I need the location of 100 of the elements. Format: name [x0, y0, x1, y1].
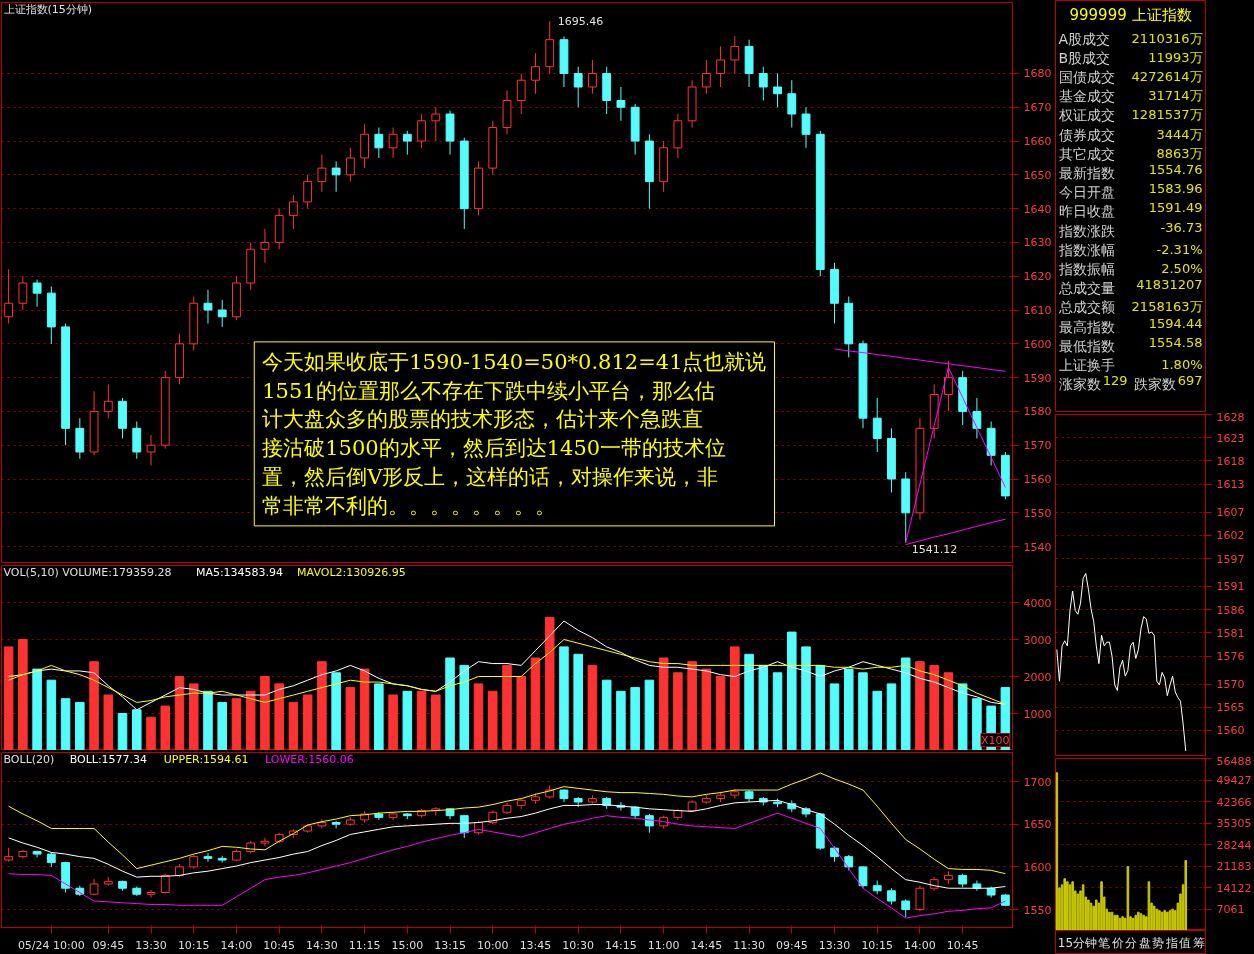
x-tick-label: 10:15: [177, 938, 210, 952]
chart-title: VOL(5,10) VOLUME:179359.28: [3, 565, 172, 579]
text: UPPER:1594.61: [163, 752, 249, 766]
text: 697: [1177, 373, 1203, 389]
text: 权证成交: [1057, 107, 1115, 124]
y-tick-label: 1618: [1216, 454, 1245, 468]
text: 11993万: [1148, 49, 1203, 65]
text: 3444万: [1156, 126, 1203, 142]
y-tick-label: 1670: [1023, 101, 1052, 115]
y-tick-label: 1623: [1216, 431, 1245, 445]
annotation: 今天如果收底于1590-1540=50*0.812=41点也就说1551的位置那么不存在下跌中续小平台，那么估计大盘众多的股票的技术形态，估计来个急跌直接沽破1500的水平，然后到达1450一带的技术位置，然后倒V形反上，这样的话，对操作来说，非常非常不利的。。。。。。。。: [262, 349, 767, 518]
y-tick-label: 21183: [1216, 860, 1252, 873]
text: 指数涨幅: [1057, 241, 1115, 258]
text: 1594.44: [1148, 315, 1203, 331]
x-tick-label: 10:30: [562, 938, 595, 952]
y-tick-label: 1600: [1023, 337, 1052, 351]
x-tick-label: 13:45: [519, 938, 552, 952]
y-tick-label: 1620: [1023, 270, 1052, 284]
y-tick-label: 1607: [1216, 506, 1245, 520]
text: BOLL:1577.34: [69, 752, 148, 766]
y-tick-label: 3000: [1023, 633, 1052, 647]
text: 1591.49: [1148, 200, 1203, 216]
y-tick-label: 35305: [1216, 817, 1252, 830]
text: 8863万: [1156, 145, 1203, 161]
text: 最低指数: [1058, 337, 1115, 354]
text: 昨日收盘: [1058, 203, 1115, 220]
y-tick-label: 42366: [1216, 795, 1252, 809]
text: 指数振幅: [1057, 260, 1115, 277]
text: 势: [1152, 935, 1165, 950]
text: 分: [1125, 935, 1138, 950]
y-tick-label: 1560: [1216, 724, 1245, 738]
y-tick-label: 1700: [1023, 775, 1052, 789]
y-tick-label: 1570: [1023, 439, 1052, 453]
y-tick-label: 1550: [1023, 903, 1052, 917]
y-tick-label: 1540: [1023, 540, 1052, 554]
text: 总成交额: [1057, 299, 1115, 316]
text: 129: [1102, 373, 1128, 389]
y-tick-label: 1600: [1023, 860, 1052, 874]
text: 1554.76: [1148, 161, 1203, 177]
text: 4272614万: [1131, 68, 1203, 84]
annotation: 1695.46: [557, 15, 604, 29]
text: 涨家数: [1058, 376, 1101, 393]
x-tick-label: 14:15: [605, 938, 637, 952]
text: 31714万: [1148, 88, 1203, 104]
text: 指数涨跌: [1057, 222, 1115, 239]
y-tick-label: 1650: [1023, 818, 1052, 832]
y-tick-label: 1580: [1023, 405, 1052, 419]
y-tick-label: 14122: [1216, 881, 1252, 895]
text: 上证换手: [1058, 356, 1115, 373]
text: 指: [1164, 935, 1178, 950]
y-tick-label: 1680: [1023, 67, 1052, 81]
text: 价: [1110, 935, 1124, 950]
y-tick-label: 4000: [1023, 596, 1052, 610]
text: 1.80%: [1161, 356, 1203, 372]
y-tick-label: 1565: [1216, 701, 1245, 715]
text: 国债成交: [1058, 68, 1115, 85]
x-tick-label: 13:30: [818, 938, 851, 952]
text: 最高指数: [1058, 318, 1115, 335]
y-tick-label: 1581: [1216, 626, 1245, 640]
text: MA5:134583.94: [195, 565, 284, 579]
text: 今日开盘: [1058, 184, 1115, 201]
annotation: 1541.12: [911, 542, 958, 556]
chart-title: BOLL(20): [3, 752, 55, 766]
y-tick-label: 7061: [1216, 903, 1245, 916]
x-tick-label: 15:00: [391, 938, 424, 952]
x-tick-label: 14:30: [306, 938, 338, 952]
y-tick-label: 1560: [1023, 473, 1052, 487]
y-tick-label: 1576: [1216, 650, 1245, 664]
y-tick-label: 1610: [1023, 304, 1052, 318]
text: 其它成交: [1058, 145, 1115, 162]
x-tick-label: 11:15: [348, 938, 381, 952]
x-tick-label: 14:45: [690, 938, 723, 952]
x-tick-label: 11:30: [733, 938, 765, 952]
text: LOWER:1560.06: [265, 752, 354, 766]
y-tick-label: 56488: [1216, 754, 1252, 768]
text: 1281537万: [1131, 107, 1203, 123]
text: 笔: [1098, 935, 1111, 950]
text: 跌家数: [1133, 376, 1176, 393]
text: B股成交: [1058, 49, 1111, 66]
x-tick-label: 11:00: [647, 938, 680, 952]
y-tick-label: 2000: [1023, 670, 1052, 684]
text: MAVOL2:130926.95: [297, 565, 406, 579]
text: 41831207: [1136, 277, 1203, 293]
x-tick-label: 10:45: [946, 938, 979, 952]
y-tick-label: 1597: [1216, 552, 1245, 566]
x-tick-label: 09:45: [775, 938, 808, 952]
y-tick-label: 1640: [1023, 202, 1052, 216]
y-tick-label: 49427: [1216, 774, 1252, 787]
y-tick-label: 1591: [1216, 580, 1245, 594]
text: 2110316万: [1131, 30, 1203, 46]
x-tick-label: 09:45: [92, 938, 125, 952]
x-tick-label: 13:15: [434, 938, 466, 952]
text: -2.31%: [1156, 241, 1203, 257]
chart-title: 上证指数(15分钟): [3, 2, 93, 16]
y-tick-label: 28244: [1216, 838, 1252, 852]
x-tick-label: 05/24 10:00: [17, 938, 85, 952]
x-tick-label: 10:45: [263, 938, 296, 952]
text: 基金成交: [1058, 88, 1115, 105]
annotation: X100: [980, 733, 1010, 747]
text: 值: [1179, 935, 1192, 950]
